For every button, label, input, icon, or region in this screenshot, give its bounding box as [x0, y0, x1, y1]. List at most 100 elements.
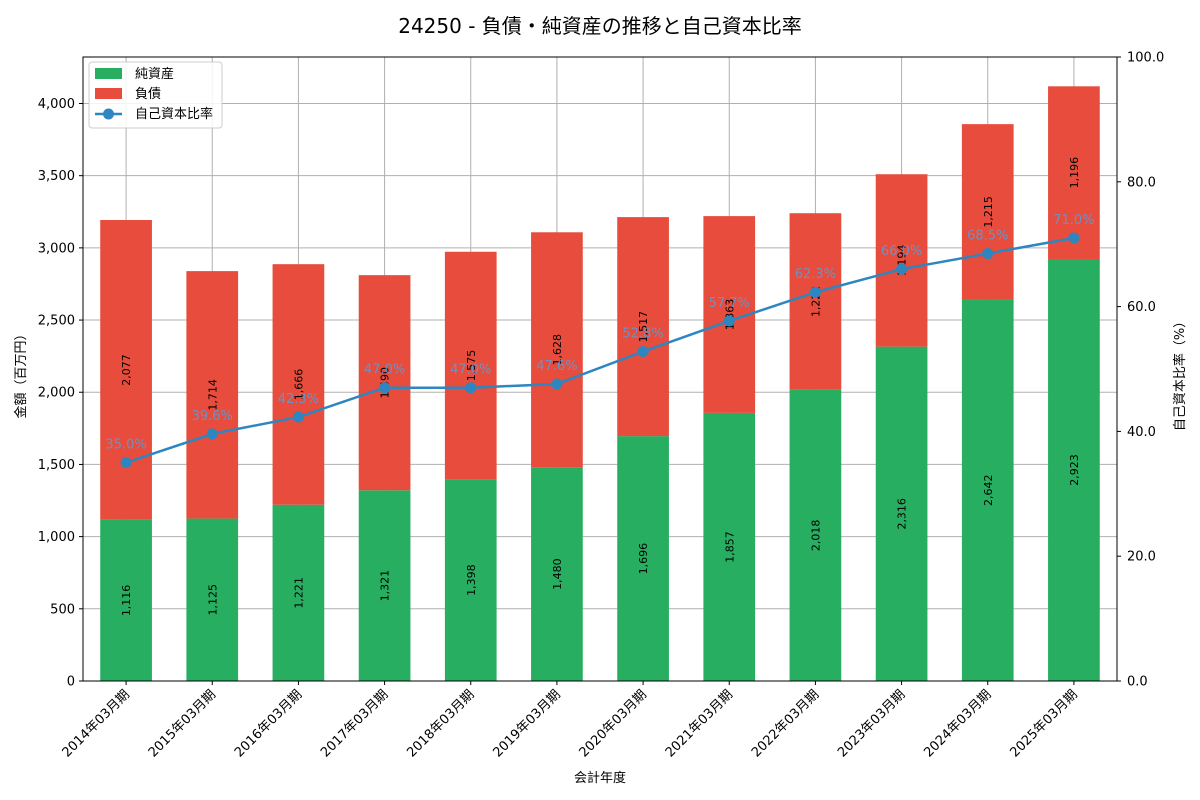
bar-labels-group: 1,1162,0771,1251,7141,2211,6661,3211,490… — [120, 157, 1081, 616]
x-tick-label: 2020年03月期 — [577, 687, 650, 760]
y-tick-label: 3,500 — [38, 169, 75, 184]
y-tick-label: 2,500 — [38, 314, 75, 329]
legend-box — [88, 61, 223, 129]
bar-equity — [531, 467, 583, 681]
y-tick-label: 2,000 — [38, 386, 75, 401]
y-axis-title: 金額（百万円） — [13, 327, 29, 418]
legend-label-ratio: 自己資本比率 — [135, 106, 213, 122]
ratio-point — [292, 411, 304, 423]
x-tick-label: 2017年03月期 — [318, 687, 391, 760]
bar-label-equity: 2,018 — [809, 520, 822, 552]
bar-liabilities — [1048, 86, 1100, 259]
bar-label-liabilities: 1,714 — [206, 379, 219, 411]
y2-tick-label: 60.0 — [1127, 300, 1156, 315]
bar-label-liabilities: 1,196 — [1068, 157, 1081, 189]
bar-label-liabilities: 1,517 — [637, 311, 650, 343]
ratio-point — [465, 382, 477, 394]
bar-liabilities — [100, 220, 152, 520]
bar-liabilities — [961, 124, 1014, 300]
bar-equity — [444, 479, 497, 681]
ratio-label: 52.8% — [622, 327, 663, 342]
y2-axis-title: 自己資本比率（%） — [1172, 315, 1188, 431]
y-tick-label: 1,000 — [38, 530, 75, 545]
ratio-label: 71.0% — [1053, 213, 1094, 228]
plot-frame — [82, 56, 1118, 682]
ratio-label: 66.0% — [881, 244, 922, 259]
y2-tick-label: 40.0 — [1127, 425, 1156, 440]
bar-liabilities — [186, 271, 239, 519]
ratio-label: 68.5% — [967, 229, 1008, 244]
bar-label-equity: 1,221 — [292, 577, 305, 609]
bar-label-equity: 1,321 — [379, 570, 392, 602]
x-tick-label: 2021年03月期 — [663, 687, 736, 760]
ratio-line-group: 35.0% 39.6% 42.3% 47.0% 47.0% 47.6% 52.8% 57.7%… — [105, 213, 1095, 469]
bar-label-liabilities: 2,077 — [120, 354, 133, 386]
ratio-label: 42.3% — [278, 392, 319, 407]
ratio-point — [379, 382, 391, 394]
bars-group — [100, 86, 1100, 681]
y2-tick-label: 20.0 — [1127, 550, 1156, 565]
bar-label-liabilities: 1,215 — [982, 196, 995, 228]
ratio-label: 47.6% — [536, 359, 577, 374]
bar-equity — [358, 490, 411, 681]
y-tick-label: 0 — [67, 675, 75, 690]
y-tick-label: 4,000 — [38, 97, 75, 112]
bar-label-liabilities: 1,575 — [465, 350, 478, 382]
bar-label-equity: 2,642 — [982, 475, 995, 507]
bar-equity — [272, 504, 325, 681]
bar-equity — [961, 299, 1014, 681]
bar-label-equity: 2,316 — [896, 498, 909, 530]
ratio-label: 47.0% — [450, 363, 491, 378]
legend-swatch-equity — [95, 68, 122, 79]
bar-label-equity: 1,125 — [206, 584, 219, 616]
ratio-line — [125, 236, 1075, 464]
bar-liabilities — [272, 264, 325, 505]
x-tick-label: 2024年03月期 — [921, 687, 994, 760]
bar-equity — [617, 436, 669, 681]
bar-label-equity: 1,857 — [723, 531, 736, 563]
bar-liabilities — [444, 251, 497, 480]
x-tick-label: 2019年03月期 — [490, 687, 563, 760]
y-tick-label: 3,000 — [38, 241, 75, 256]
y-tick-label: 1,500 — [38, 458, 75, 473]
ratio-point — [809, 286, 821, 298]
ratio-label: 57.7% — [709, 296, 750, 311]
bar-label-liabilities: 1,628 — [551, 334, 564, 366]
ratio-point — [551, 378, 563, 390]
ratio-label: 35.0% — [105, 438, 146, 453]
x-axis-title: 会計年度 — [574, 770, 626, 786]
ratio-point — [723, 315, 735, 327]
y2-tick-label: 0.0 — [1127, 675, 1148, 690]
bar-label-equity: 1,116 — [120, 585, 133, 617]
ratio-point — [206, 428, 218, 440]
chart-title: 24250 - 負債・純資産の推移と自己資本比率 — [398, 14, 802, 38]
x-tick-label: 2022年03月期 — [749, 687, 822, 760]
bar-liabilities — [789, 213, 842, 390]
ratio-point — [982, 248, 994, 260]
x-tick-label: 2023年03月期 — [835, 687, 908, 760]
ratio-label: 47.0% — [364, 363, 405, 378]
bar-equity — [186, 518, 239, 681]
ratio-label: 62.3% — [795, 267, 836, 282]
ratio-point — [120, 457, 132, 469]
x-tick-label: 2015年03月期 — [146, 687, 219, 760]
y2-tick-label: 80.0 — [1127, 175, 1156, 190]
ratio-point — [896, 263, 908, 275]
bar-equity — [703, 412, 756, 681]
legend-label-equity: 純資産 — [135, 66, 174, 82]
y2-tick-label: 100.0 — [1127, 51, 1164, 66]
bar-label-equity: 1,480 — [551, 558, 564, 590]
bar-equity — [875, 346, 928, 681]
bar-equity — [100, 519, 152, 681]
bar-liabilities — [875, 174, 928, 347]
ratio-point — [1068, 232, 1080, 244]
x-tick-label: 2016年03月期 — [232, 687, 305, 760]
bar-label-liabilities: 1,666 — [292, 369, 305, 401]
bar-label-equity: 2,923 — [1068, 454, 1081, 486]
legend-label-liabilities: 負債 — [135, 87, 161, 102]
bar-equity — [789, 389, 842, 681]
bar-equity — [1048, 258, 1100, 681]
bar-label-equity: 1,696 — [637, 543, 650, 575]
